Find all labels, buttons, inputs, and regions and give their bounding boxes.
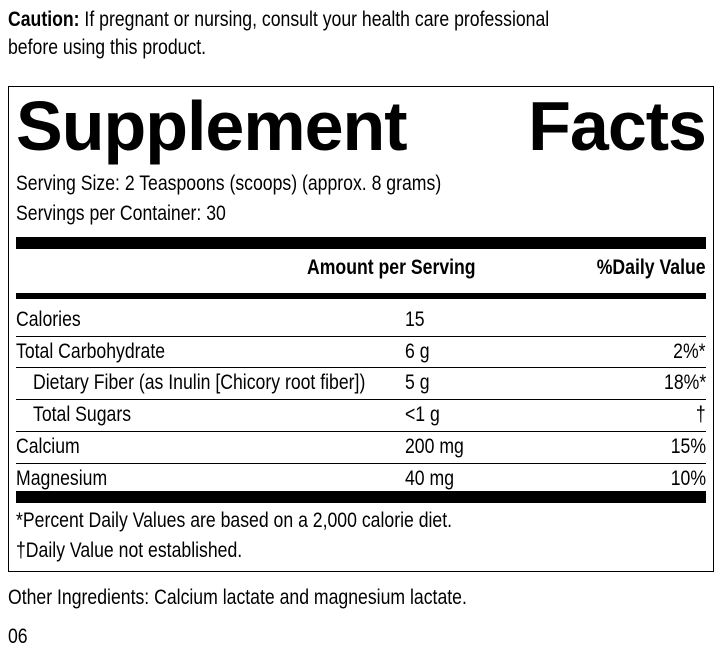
caution-text: If pregnant or nursing, consult your hea… [79,8,550,31]
header-daily-value: %Daily Value [597,256,706,279]
caution-line-2: before using this product. [8,36,207,59]
row-divider [16,336,706,337]
medium-divider [16,293,706,299]
servings-per-container: Servings per Container: 30 [16,202,226,225]
panel-title: Supplement Facts [16,87,707,165]
caution-line-1: Caution: If pregnant or nursing, consult… [8,8,549,32]
other-ingredients: Other Ingredients: Calcium lactate and m… [8,586,467,609]
nutrient-row: Total Sugars <1 g † [16,399,706,431]
nutrient-dv: 18%* [663,371,706,394]
nutrient-name: Total Carbohydrate [16,340,166,363]
nutrient-amount: <1 g [405,403,440,426]
label-code: 06 [8,625,28,648]
thick-divider [16,491,706,503]
row-divider [16,431,706,432]
nutrient-name: Total Sugars [33,403,132,426]
nutrient-row: Dietary Fiber (as Inulin [Chicory root f… [16,367,706,399]
nutrient-amount: 15 [405,308,425,331]
nutrient-name: Dietary Fiber (as Inulin [Chicory root f… [33,371,366,394]
title-word-2: Facts [528,87,707,165]
nutrient-amount: 6 g [405,340,430,363]
header-amount: Amount per Serving [307,256,476,279]
nutrient-amount: 200 mg [405,435,464,458]
title-word-1: Supplement [16,87,408,165]
nutrient-row: Total Carbohydrate 6 g 2%* [16,336,706,368]
nutrient-amount: 40 mg [405,467,455,490]
nutrient-dv: † [696,403,706,426]
row-divider [16,367,706,368]
caution-label: Caution: [8,8,80,31]
nutrient-amount: 5 g [405,371,430,394]
footnote-daily-values: *Percent Daily Values are based on a 2,0… [16,509,453,532]
nutrient-name: Calories [16,308,81,331]
nutrient-name: Calcium [16,435,80,458]
nutrient-row: Calories 15 [16,304,706,336]
row-divider [16,399,706,400]
supplement-facts-panel [8,86,714,572]
nutrient-dv: 15% [670,435,706,458]
nutrient-dv: 2%* [673,340,706,363]
nutrient-dv: 10% [670,467,706,490]
serving-size: Serving Size: 2 Teaspoons (scoops) (appr… [16,172,442,195]
thick-divider [16,237,706,249]
nutrient-row: Calcium 200 mg 15% [16,431,706,463]
nutrient-row: Magnesium 40 mg 10% [16,463,706,495]
footnote-not-established: †Daily Value not established. [16,539,243,562]
row-divider [16,463,706,464]
nutrient-name: Magnesium [16,467,108,490]
